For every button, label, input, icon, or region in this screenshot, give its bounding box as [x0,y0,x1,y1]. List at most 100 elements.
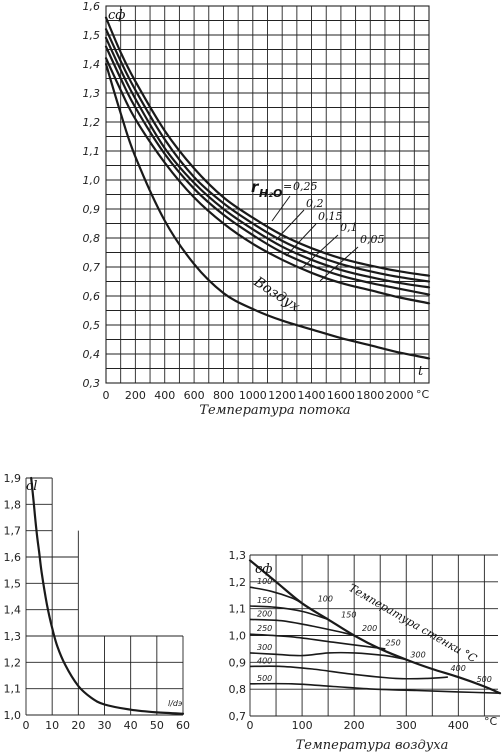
top-series-0,25 [104,16,431,277]
top-label-leader [271,195,291,222]
bottom-right-x-ticks: 0 100 200 300 400 [247,719,469,732]
br-y-tick-label: 1,3 [229,549,247,562]
bottom-left-chart: 1,0 1,1 1,2 1,3 1,4 1,5 1,6 1,7 1,8 1,9 0 10 20 30 40… [4,472,191,732]
bl-y-tick-label: 1,3 [4,630,22,643]
top-y-tick-label: 0,6 [83,290,101,303]
br-series-left-label: 500 [257,674,272,683]
bl-y-tick-label: 1,9 [4,472,22,485]
br-curve-label: 150 [341,610,356,619]
br-x-tick-label: 300 [396,719,417,732]
top-y-tick-label: 0,8 [83,232,101,245]
top-y-tick-label: 1,1 [83,145,101,158]
top-frame [105,5,430,384]
top-y-tick-label: 1,3 [83,87,101,100]
bottom-right-x-unit: °C [484,715,498,728]
top-y-tick-label: 0,7 [83,261,101,274]
br-x-tick-label: 400 [448,719,469,732]
br-y-tick-label: 0,9 [229,656,247,669]
top-label-leader [301,234,339,269]
top-x-tick-label: 0 [103,389,110,402]
br-curve-label: 500 [477,675,492,684]
top-y-tick-label: 1,4 [83,58,101,71]
bl-y-tick-label: 1,8 [4,498,22,511]
bl-x-tick-label: 50 [150,719,164,732]
bl-y-tick-label: 1,0 [4,709,22,722]
bl-x-tick-label: 0 [23,719,30,732]
top-x-tick-label: 200 [125,389,146,402]
top-chart: 0,3 0,4 0,5 0,6 0,7 0,8 0,9 1,0 1,1 1,2 1,3 1,4 1,5 1… [83,0,431,418]
top-series-Воздух [104,62,431,360]
br-x-tick-label: 0 [247,719,254,732]
legend-title-r: r [251,178,260,196]
br-series-left-label: 400 [257,656,272,665]
top-y-tick-label: 1,2 [83,116,101,129]
top-series-label: 0,2 [306,197,324,210]
bl-x-tick-label: 40 [124,719,138,732]
br-x-tick-label: 100 [292,719,313,732]
bl-x-tick-label: 20 [71,719,85,732]
top-label-leader [285,223,317,257]
br-series-left-label: 150 [257,596,272,605]
bottom-right-chart: 0,70,80,91,01,11,21,3 0 100 200 300 400 1001… [229,549,502,753]
top-x-tick-label: 2000 [386,389,414,402]
top-x-tick-label: 400 [154,389,175,402]
top-series-labels: 0,25 0,20,150,10,05 Воздух [250,180,385,315]
bottom-right-curves [248,559,502,695]
top-symbol: cф [108,8,125,23]
top-y-tick-label: 1,5 [83,29,101,42]
top-x-tick-label: 1000 [239,389,267,402]
top-y-tick-label: 1,0 [83,174,101,187]
br-y-tick-label: 1,1 [229,603,247,616]
br-series-150 [249,605,329,621]
bl-y-tick-label: 1,5 [4,577,22,590]
br-curve-label: 300 [410,651,425,660]
top-series-0,05 [104,57,431,305]
br-series-400 [249,665,448,680]
br-series-left-label: 100 [257,577,272,586]
top-x-ticks: 0 200 400 600 800 1000 1200 1400 1600 1800 2000 [103,389,414,402]
top-grid [106,6,429,383]
bl-x-tick-label: 10 [45,719,59,732]
legend-eq: = [283,180,292,193]
br-y-tick-label: 0,8 [229,683,247,696]
bottom-right-symbol: cф [255,562,272,577]
top-y-tick-label: 1,6 [83,0,101,13]
br-series-500 [249,682,501,694]
top-series-label: 0,25 [293,180,318,193]
bl-x-tick-label: 60 [176,719,190,732]
top-x-tick-label: 1800 [356,389,384,402]
top-series-label-air: Воздух [250,273,303,315]
br-curve-label: 200 [362,624,377,633]
legend-title-sub: H₂O [259,187,282,200]
top-x-tick-label: 1200 [268,389,296,402]
top-y-tick-label: 0,9 [83,203,101,216]
bottom-left-x-symbol: l/dэ [168,699,182,708]
top-series-label: 0,15 [318,210,343,223]
top-x-symbol: t [418,364,424,379]
br-series-left-label: 200 [257,609,272,618]
br-series-300 [249,651,407,661]
bl-y-tick-label: 1,6 [4,551,22,564]
bl-y-tick-label: 1,7 [4,525,22,538]
br-series-left-label: 300 [257,643,272,652]
bottom-right-y-ticks: 0,7 0,8 0,9 1,0 1,1 1,2 1,3 [229,549,247,723]
bottom-left-y-ticks: 1,0 1,1 1,2 1,3 1,4 1,5 1,6 1,7 1,8 1,9 [4,472,22,722]
bottom-right-x-label: Температура воздуха [296,738,449,753]
top-x-tick-label: 1600 [327,389,355,402]
br-curve-label: 250 [385,639,400,648]
top-series-label: 0,05 [360,233,385,246]
top-x-label: Температура потока [199,403,350,418]
br-y-tick-label: 1,0 [229,630,247,643]
top-y-ticks: 0,3 0,4 0,5 0,6 0,7 0,8 0,9 1,0 1,1 1,2 1,3 1,4 1,5 1… [83,0,101,390]
top-y-tick-label: 0,5 [83,319,101,332]
top-series-0,2 [104,28,431,283]
top-y-tick-label: 0,3 [83,377,101,390]
br-curve-label: 400 [451,664,466,673]
bl-y-tick-label: 1,1 [4,683,22,696]
bl-y-tick-label: 1,2 [4,656,22,669]
top-series-label: 0,1 [340,221,358,234]
bl-x-tick-label: 30 [98,719,112,732]
bl-series [30,476,185,715]
bottom-right-curve-labels: 100 150 200 250 300 400 500 100 150 200 250 300 400 5… [257,577,492,684]
